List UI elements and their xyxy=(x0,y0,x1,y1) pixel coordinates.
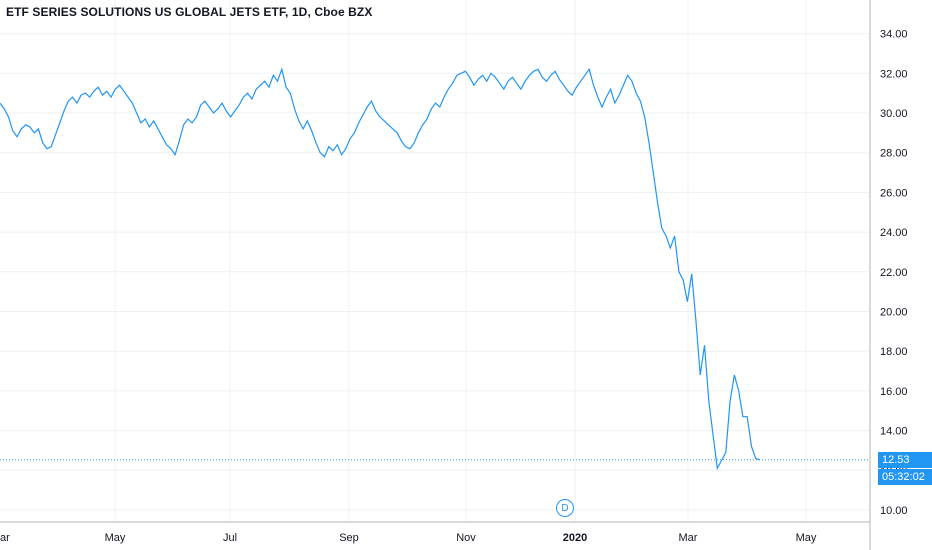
y-tick-label: 24.00 xyxy=(880,227,908,239)
chart-title: ETF SERIES SOLUTIONS US GLOBAL JETS ETF,… xyxy=(6,5,373,19)
y-tick-label: 32.00 xyxy=(880,68,908,80)
last-price-label: 12.53 xyxy=(878,451,932,468)
y-tick-label: 30.00 xyxy=(880,108,908,120)
x-tick-label: May xyxy=(796,532,817,544)
y-tick-label: 10.00 xyxy=(880,505,908,517)
y-tick-label: 34.00 xyxy=(880,29,908,41)
y-axis[interactable]: 34.00 32.00 30.00 28.00 26.00 24.00 22.00 20.00… xyxy=(880,29,908,517)
x-tick-label: May xyxy=(105,532,126,544)
x-tick-label: 2020 xyxy=(563,532,587,544)
x-tick-label: ar xyxy=(0,532,10,544)
y-tick-label: 28.00 xyxy=(880,148,908,160)
grid-lines xyxy=(0,0,870,522)
price-series-line xyxy=(0,67,761,471)
x-tick-label: Sep xyxy=(339,532,359,544)
countdown-label: 05:32:02 xyxy=(878,468,932,485)
x-tick-label: Nov xyxy=(456,532,476,544)
y-tick-label: 18.00 xyxy=(880,346,908,358)
dividend-marker[interactable]: D xyxy=(556,499,574,517)
y-tick-label: 26.00 xyxy=(880,187,908,199)
y-tick-label: 16.00 xyxy=(880,386,908,398)
x-axis[interactable]: ar May Jul Sep Nov 2020 Mar May xyxy=(0,532,817,544)
x-tick-label: Mar xyxy=(679,532,698,544)
x-tick-label: Jul xyxy=(223,532,237,544)
y-tick-label: 22.00 xyxy=(880,267,908,279)
y-tick-label: 20.00 xyxy=(880,307,908,319)
y-tick-label: 14.00 xyxy=(880,426,908,438)
